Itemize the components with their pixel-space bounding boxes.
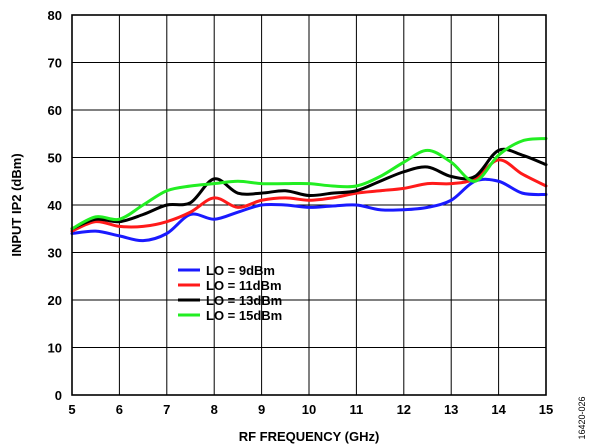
plot-frame: [71, 14, 547, 396]
series-lines: [70, 137, 548, 243]
y-tick-label: 0: [55, 388, 62, 403]
y-tick-label: 20: [48, 293, 62, 308]
y-tick-label: 70: [48, 56, 62, 71]
x-tick-label: 9: [258, 402, 265, 417]
legend-label: LO = 9dBm: [206, 263, 275, 278]
x-tick-label: 13: [444, 402, 458, 417]
x-axis-label: RF FREQUENCY (GHz): [239, 429, 380, 444]
y-tick-label: 80: [48, 8, 62, 23]
y-tick-label: 40: [48, 198, 62, 213]
y-tick-label: 50: [48, 151, 62, 166]
x-tick-label: 11: [350, 402, 364, 417]
x-tick-label: 6: [116, 402, 123, 417]
x-tick-label: 10: [302, 402, 316, 417]
y-tick-labels: 0 10 20 30 40 50 60 70 80: [48, 8, 62, 403]
x-tick-label: 8: [211, 402, 218, 417]
legend-label: LO = 13dBm: [206, 293, 282, 308]
series-line-2: [70, 158, 548, 233]
x-tick-label: 7: [163, 402, 170, 417]
x-tick-label: 5: [68, 402, 75, 417]
y-tick-label: 60: [48, 103, 62, 118]
x-tick-label: 12: [397, 402, 411, 417]
y-axis-label: INPUT IP2 (dBm): [9, 153, 24, 256]
legend-label: LO = 11dBm: [206, 278, 282, 293]
legend-label: LO = 15dBm: [206, 308, 282, 323]
y-tick-label: 10: [48, 341, 62, 356]
x-tick-label: 15: [539, 402, 553, 417]
y-tick-label: 30: [48, 246, 62, 261]
figure-id: 16420-026: [577, 396, 587, 439]
x-tick-labels: 5 6 7 8 9 10 11 12 13 14 15: [68, 402, 553, 417]
series-line-4: [70, 137, 548, 231]
x-tick-label: 14: [491, 402, 506, 417]
series-line-1: [70, 177, 548, 243]
